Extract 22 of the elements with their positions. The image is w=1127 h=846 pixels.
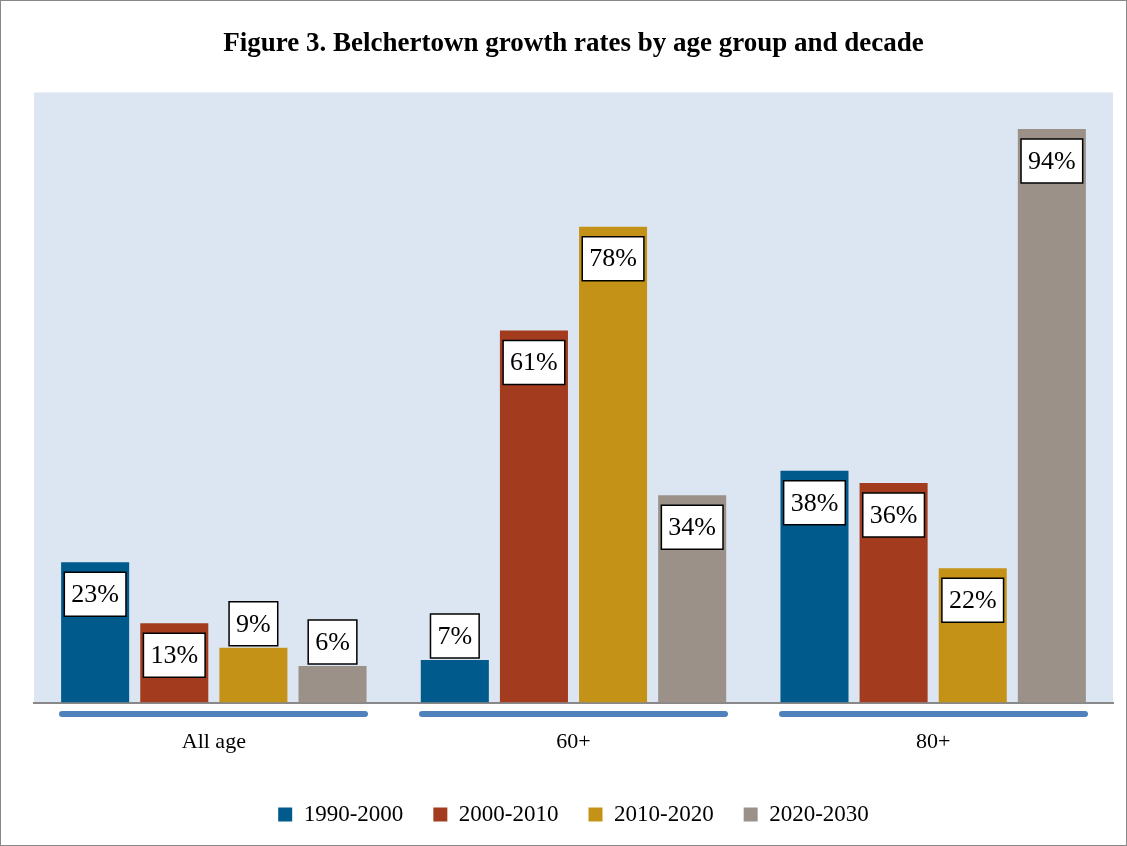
data-label: 61% — [510, 347, 558, 377]
data-label: 94% — [1028, 145, 1076, 175]
chart-title: Figure 3. Belchertown growth rates by age group and decade — [223, 27, 924, 58]
data-label: 6% — [315, 626, 350, 656]
data-label: 23% — [71, 579, 119, 609]
data-label: 22% — [948, 585, 997, 615]
x-tick-label: All age — [181, 727, 246, 753]
legend-label: 2000-2010 — [458, 800, 559, 826]
legend-label: 2010-2020 — [614, 800, 714, 826]
bar — [1017, 129, 1086, 703]
data-label: 78% — [589, 243, 637, 273]
data-label: 13% — [150, 640, 199, 670]
legend-label: 1990-2000 — [303, 800, 404, 826]
x-tick-label: 60+ — [556, 727, 591, 753]
bar — [579, 226, 648, 703]
legend-label: 2020-2030 — [769, 800, 869, 826]
x-tick-label: 80+ — [915, 727, 951, 753]
data-label: 34% — [668, 511, 717, 541]
data-label: 38% — [790, 487, 839, 517]
data-label: 36% — [869, 499, 918, 529]
data-label: 7% — [437, 620, 473, 650]
data-label: 9% — [236, 608, 271, 638]
